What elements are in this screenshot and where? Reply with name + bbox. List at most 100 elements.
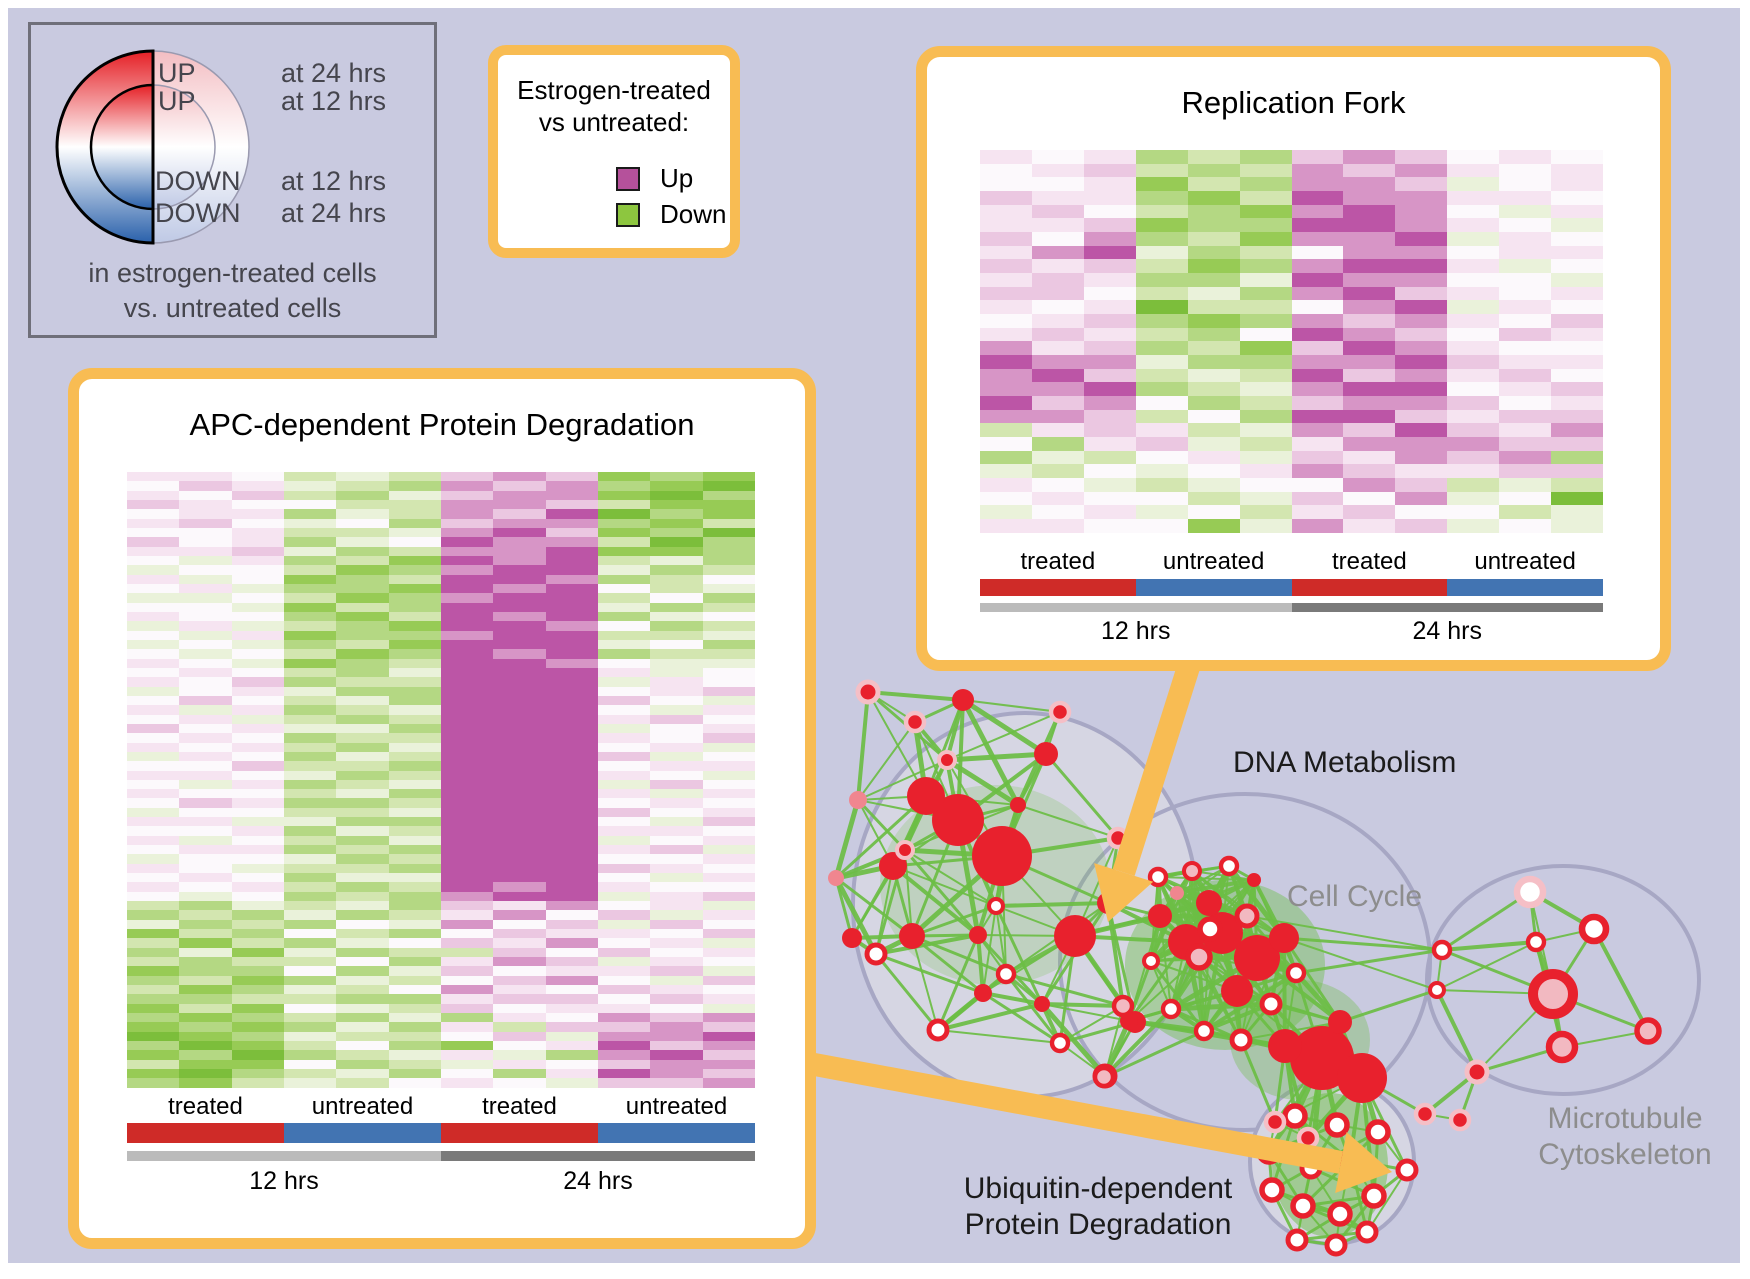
- heatmap-cell: [545, 1069, 598, 1079]
- heatmap-cell: [545, 742, 598, 752]
- heatmap-cell: [1395, 204, 1448, 219]
- heatmap-cell: [545, 611, 598, 622]
- heatmap-cell: [1239, 478, 1292, 492]
- heatmap-cell: [493, 761, 546, 771]
- heatmap-cell: [545, 714, 598, 724]
- heatmap-cell: [1395, 396, 1448, 410]
- heatmap-cell: [440, 472, 494, 482]
- heatmap-row: [980, 341, 1604, 356]
- heatmap-cell: [336, 714, 389, 724]
- heatmap-cell: [702, 1031, 755, 1042]
- heatmap-cell: [1083, 341, 1136, 356]
- heatmap-cell: [283, 798, 337, 808]
- heatmap-cell: [1499, 423, 1552, 438]
- heatmap-cell: [179, 891, 232, 902]
- heatmap-cell: [1395, 450, 1448, 465]
- heatmap-cell: [179, 947, 232, 958]
- heatmap-cell: [545, 602, 598, 612]
- gene-node: [1431, 939, 1453, 961]
- heatmap-cell: [127, 798, 180, 808]
- heatmap-cell: [231, 1013, 284, 1023]
- heatmap-cell: [336, 472, 389, 482]
- network-edge: [1282, 936, 1444, 952]
- heatmap-cell: [1187, 368, 1240, 383]
- heatmap-cell: [283, 929, 337, 939]
- heatmap-cell: [650, 863, 703, 874]
- heatmap-cell: [388, 929, 441, 939]
- heatmap-cell: [336, 546, 389, 556]
- heatmap-cell: [493, 583, 546, 594]
- heatmap-cell: [597, 1050, 651, 1060]
- heatmap-cell: [1135, 259, 1188, 274]
- heatmap-cell: [1135, 341, 1188, 356]
- heatmap-cell: [127, 929, 180, 939]
- heatmap-cell: [493, 910, 546, 920]
- heatmap-cell: [702, 602, 755, 612]
- heatmap-cell: [980, 464, 1032, 479]
- heatmap-cell: [440, 751, 494, 762]
- heatmap-cell: [1187, 286, 1240, 301]
- heatmap-cell: [231, 826, 284, 836]
- heatmap-cell: [283, 854, 337, 864]
- heatmap-cell: [127, 527, 180, 538]
- heatmap-cell: [179, 490, 232, 500]
- heatmap-cell: [1395, 519, 1448, 533]
- heatmap-cell: [650, 733, 703, 743]
- heatmap-cell: [127, 565, 180, 575]
- heatmap-cell: [702, 873, 755, 883]
- heatmap-cell: [980, 423, 1032, 438]
- heatmap-cell: [1447, 218, 1500, 233]
- heatmap-cell: [545, 658, 598, 668]
- heatmap-cell: [493, 994, 546, 1004]
- heatmap-cell: [127, 845, 180, 855]
- network-edge: [892, 865, 997, 907]
- heatmap-cell: [336, 1059, 389, 1069]
- heatmap-cell: [1551, 478, 1604, 492]
- heatmap-cell: [388, 621, 441, 631]
- gene-node: [1513, 875, 1547, 909]
- heatmap-cell: [1135, 204, 1188, 219]
- inner-ring-left-half: [89, 83, 155, 211]
- heatmap-cell: [1187, 437, 1240, 451]
- heatmap-row: [127, 882, 755, 892]
- heatmap-cell: [440, 695, 494, 706]
- heatmap-cell: [440, 593, 494, 603]
- heatmap-cell: [283, 574, 337, 584]
- heatmap-cell: [179, 826, 232, 836]
- treated-bar: [980, 579, 1136, 596]
- heatmap-cell: [1343, 478, 1396, 492]
- heatmap-cell: [283, 565, 337, 575]
- heatmap-cell: [650, 826, 703, 836]
- heatmap-cell: [1083, 204, 1136, 219]
- heatmap-row: [980, 273, 1604, 287]
- color-legend-title-line2: vs untreated:: [538, 107, 690, 137]
- heatmap-row: [127, 639, 755, 650]
- heatmap-cell: [440, 779, 494, 790]
- heatmap-cell: [1499, 478, 1552, 492]
- heatmap-cell: [127, 789, 180, 799]
- heatmap-cell: [336, 695, 389, 706]
- heatmap-cell: [336, 621, 389, 631]
- heatmap-cell: [493, 630, 546, 640]
- heatmap-cell: [127, 817, 180, 827]
- heatmap-cell: [545, 882, 598, 892]
- heatmap-cell: [440, 555, 494, 566]
- heatmap-cell: [1239, 204, 1292, 219]
- heatmap-cell: [1031, 286, 1084, 301]
- heatmap-cell: [179, 929, 232, 939]
- heatmap-cell: [650, 994, 703, 1004]
- heatmap-cell: [1447, 150, 1500, 164]
- heatmap-cell: [231, 602, 284, 612]
- heatmap-cell: [1551, 355, 1604, 369]
- heatmap-cell: [231, 975, 284, 986]
- heatmap-cell: [336, 761, 389, 771]
- heatmap-row: [980, 382, 1604, 397]
- heatmap-cell: [493, 1069, 546, 1079]
- heatmap-cell: [650, 1013, 703, 1023]
- heatmap-cell: [283, 490, 337, 500]
- heatmap-cell: [650, 695, 703, 706]
- heatmap-cell: [1343, 204, 1396, 219]
- heatmap-cell: [127, 863, 180, 874]
- heatmap-cell: [597, 481, 651, 491]
- heatmap-cell: [388, 593, 441, 603]
